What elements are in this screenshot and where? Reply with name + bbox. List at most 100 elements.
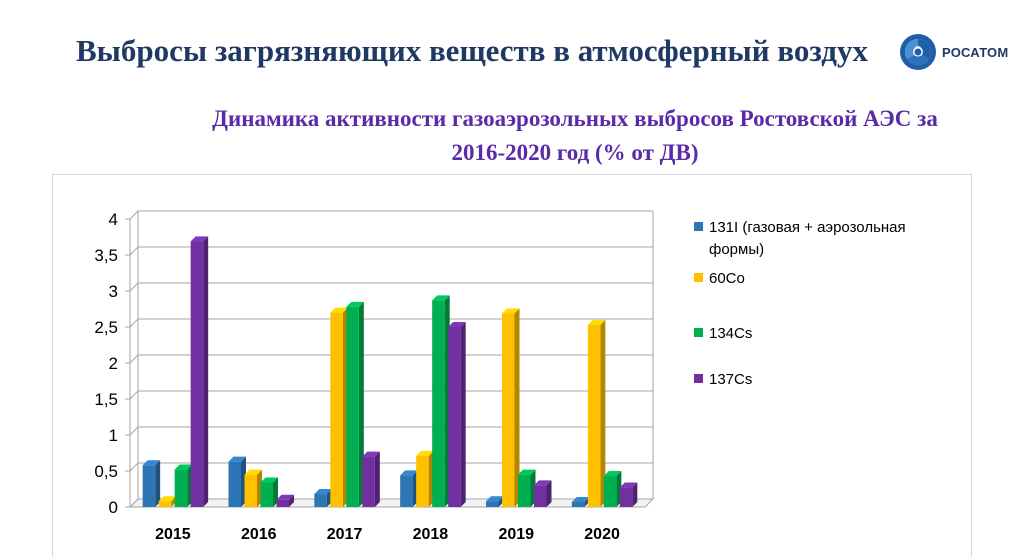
- bar-top: [228, 456, 246, 462]
- bar: [330, 307, 348, 507]
- bar-side: [155, 460, 161, 507]
- gridline: [129, 318, 653, 328]
- legend-item: 60Co: [694, 270, 745, 287]
- bar-front: [190, 241, 204, 507]
- legend-item: 131I (газовая + аэрозольная формы): [694, 219, 906, 258]
- bar-side: [632, 482, 638, 507]
- bar: [619, 482, 638, 507]
- bar-front: [346, 306, 359, 507]
- rosatom-logo: РОСАТОМ: [898, 30, 1008, 74]
- bar-side: [203, 236, 209, 507]
- legend-swatch: [694, 328, 703, 337]
- legend-label: 60Co: [709, 270, 745, 287]
- bar-front: [587, 324, 601, 507]
- bar-top: [260, 477, 278, 483]
- x-tick-label: 2018: [413, 526, 449, 543]
- bar: [244, 469, 262, 507]
- gridline: [129, 246, 653, 256]
- legend-item: 137Cs: [694, 371, 752, 388]
- bar-front: [448, 327, 461, 507]
- x-tick-label: 2015: [155, 526, 191, 543]
- bar-front: [158, 501, 172, 507]
- bar-front: [432, 300, 445, 507]
- bar-top: [486, 496, 504, 502]
- bar-top: [142, 460, 161, 466]
- bar-top: [534, 480, 552, 486]
- legend-label-line: 131I (газовая + аэрозольная: [709, 219, 906, 236]
- bar-top: [448, 322, 466, 327]
- bar: [174, 464, 193, 507]
- x-tick-label: 2019: [498, 526, 534, 543]
- bar-side: [358, 301, 364, 507]
- legend-label: 131I (газовая + аэрозольная формы): [709, 219, 906, 258]
- gridline: [129, 210, 653, 220]
- bar-front: [142, 465, 156, 507]
- y-tick-label: 2,5: [94, 318, 118, 337]
- bar: [260, 477, 278, 507]
- bar: [346, 301, 364, 507]
- gridline: [129, 354, 653, 364]
- legend-label: 134Cs: [709, 325, 752, 342]
- gridline: [129, 426, 653, 436]
- bar-top: [502, 308, 520, 314]
- bar-front: [244, 474, 257, 507]
- bar-chart: 0 0,5 1 1,5 2 2,5 3 3,5 4 2015 2016 2017 2018 2019 202…: [94, 210, 906, 543]
- bar-side: [460, 322, 466, 507]
- bar-front: [330, 312, 343, 507]
- y-tick-label: 3: [109, 282, 118, 301]
- bar-side: [600, 319, 606, 507]
- bar: [314, 489, 332, 507]
- bar: [362, 451, 380, 507]
- legend-label-line: формы): [709, 241, 764, 258]
- bar: [190, 236, 209, 507]
- bar-side: [374, 451, 380, 507]
- gridline: [129, 462, 653, 472]
- bar: [448, 322, 466, 507]
- slide-title: Выбросы загрязняющих веществ в атмосферн…: [76, 33, 868, 68]
- bar-front: [534, 485, 547, 507]
- logo-text: РОСАТОМ: [942, 44, 1009, 60]
- bar: [416, 450, 434, 507]
- bar-side: [289, 494, 294, 507]
- bar-top: [587, 319, 606, 325]
- gridline: [129, 282, 653, 292]
- bar: [276, 494, 294, 507]
- bar-front: [260, 482, 273, 507]
- bar-top: [346, 301, 364, 307]
- legend-label-line: 60Co: [709, 270, 745, 287]
- x-tick-label: 2017: [327, 526, 363, 543]
- bar-front: [400, 475, 413, 507]
- y-tick-label: 0,5: [94, 462, 118, 481]
- legend-item: 134Cs: [694, 325, 752, 342]
- legend-swatch: [694, 222, 703, 231]
- bar-side: [546, 480, 552, 507]
- x-tick-label: 2020: [584, 526, 620, 543]
- y-tick-label: 2: [109, 354, 118, 373]
- bar: [534, 480, 552, 507]
- bar: [400, 470, 418, 507]
- bar-top: [432, 295, 450, 301]
- bar: [587, 319, 606, 507]
- bar-top: [603, 471, 622, 477]
- y-tick-label: 1,5: [94, 390, 118, 409]
- x-tick-label: 2016: [241, 526, 277, 543]
- y-tick-label: 0: [109, 498, 118, 517]
- bar-front: [518, 474, 531, 507]
- bar-front: [603, 476, 617, 507]
- bar-front: [314, 494, 327, 507]
- bar-top: [619, 482, 638, 488]
- bar-top: [174, 464, 193, 470]
- gridline: [129, 498, 653, 508]
- bar-top: [158, 496, 177, 502]
- legend-swatch: [694, 374, 703, 383]
- bar-top: [276, 494, 294, 500]
- bar-front: [416, 455, 429, 507]
- y-tick-label: 1: [109, 426, 118, 445]
- bar: [142, 460, 161, 507]
- bar: [603, 471, 622, 507]
- bar-front: [619, 487, 633, 507]
- bar-top: [571, 496, 590, 502]
- bar-top: [314, 489, 332, 495]
- bar-top: [362, 451, 380, 457]
- rosatom-atom-icon: [900, 34, 936, 70]
